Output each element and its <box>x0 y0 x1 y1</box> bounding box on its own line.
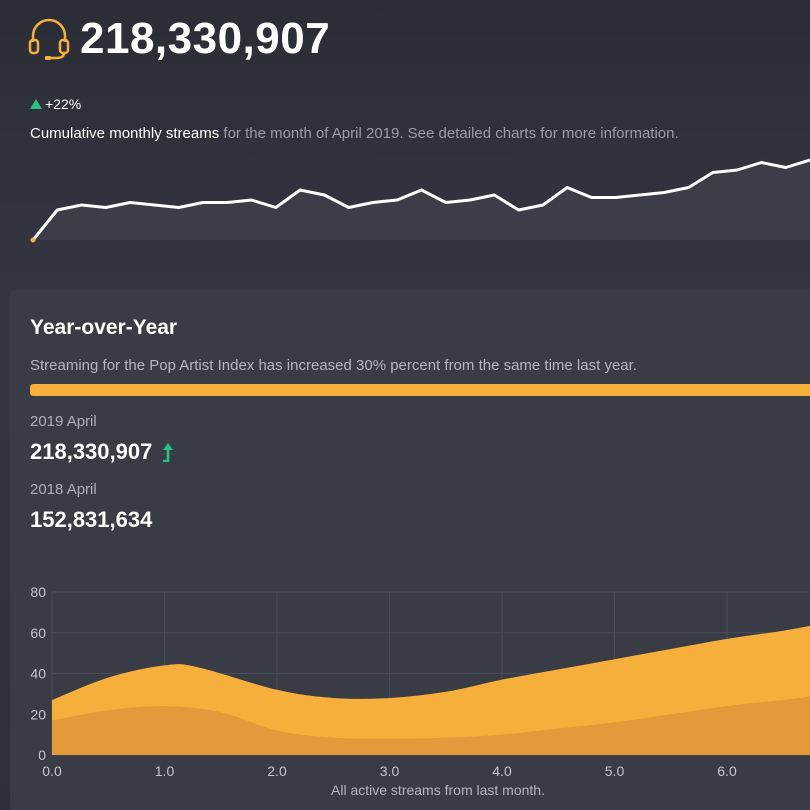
card-title: Year-over-Year <box>30 316 178 339</box>
current-period-value: 218,330,907 <box>30 439 153 464</box>
total-streams-value: 218,330,907 <box>80 14 331 63</box>
sparkline-start-point <box>30 237 36 243</box>
headset-icon <box>28 18 70 60</box>
description-text: for the month of April 2019. See detaile… <box>219 125 679 142</box>
summary-description: Cumulative monthly streams for the month… <box>30 125 679 142</box>
previous-period-value: 152,831,634 <box>30 507 153 532</box>
streams-sparkline <box>30 158 810 243</box>
up-triangle-icon <box>30 99 42 109</box>
description-highlight: Cumulative monthly streams <box>30 125 220 142</box>
sparkline-line <box>31 158 810 241</box>
year-over-year-card: Year-over-Year Streaming for the Pop Art… <box>10 290 810 810</box>
card-description: Streaming for the Pop Artist Index has i… <box>30 357 637 374</box>
yoy-progress-fill <box>30 384 810 396</box>
yoy-progress-bar <box>30 384 810 396</box>
sparkline-area <box>33 160 810 240</box>
change-percent: +22% <box>45 96 82 112</box>
current-period-value-row: 218,330,907 <box>30 439 174 465</box>
total-streams-stat: 218,330,907 <box>28 14 330 64</box>
current-period-label: 2019 April <box>30 413 97 430</box>
previous-period-label: 2018 April <box>30 481 97 498</box>
streams-summary: 218,330,907 +22% Cumulative monthly stre… <box>0 0 810 270</box>
up-arrow-icon <box>163 443 174 462</box>
change-indicator: +22% <box>30 96 81 112</box>
